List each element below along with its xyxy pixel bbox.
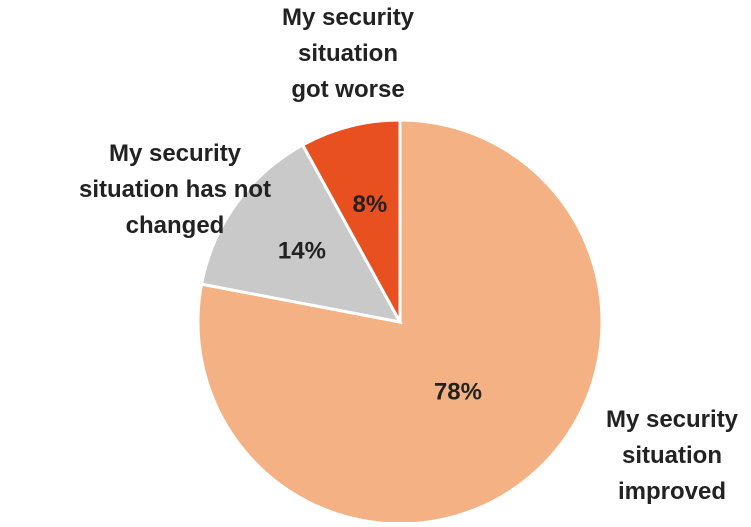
pie-category-label-line: situation has not [79, 176, 271, 203]
pie-slice-2 [199, 142, 403, 325]
pie-category-label-line: changed [126, 212, 225, 239]
pie-category-label-3: My security situation got worse [282, 4, 415, 103]
pie-data-label-2: 14% [278, 237, 326, 264]
pie-data-labels: 78% 14% 8% [278, 191, 482, 405]
pie-category-labels: My security situation improved My security s… [79, 4, 739, 505]
pie-category-label-line: improved [618, 478, 726, 505]
pie-category-label-line: My security [606, 406, 739, 433]
pie-data-label-1: 78% [434, 379, 482, 406]
pie-category-label-line: got worse [291, 76, 404, 103]
pie-category-label-1: My security situation improved [606, 406, 739, 505]
pie-category-label-line: My security [282, 4, 415, 31]
pie-slice-3 [300, 118, 402, 323]
pie-category-label-line: situation [298, 40, 398, 67]
pie-category-label-line: situation [622, 442, 722, 469]
pie-category-label-2: My security situation has not changed [79, 140, 271, 239]
pie-data-label-3: 8% [353, 191, 388, 218]
pie-slices [196, 118, 604, 526]
pie-category-label-line: My security [109, 140, 242, 167]
